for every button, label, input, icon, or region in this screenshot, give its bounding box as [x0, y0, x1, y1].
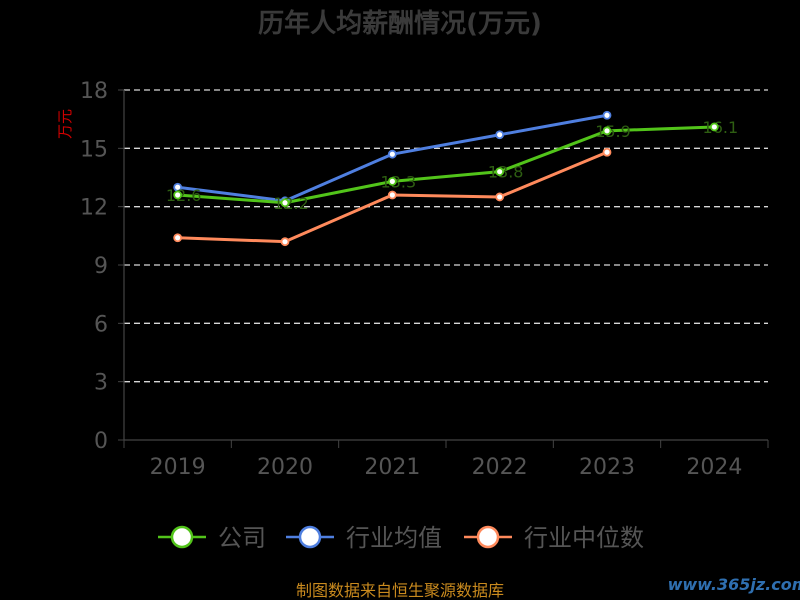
- legend-marker: [170, 525, 194, 549]
- y-axis-label: 万元: [56, 109, 74, 139]
- x-tick-label: 2019: [150, 455, 206, 480]
- data-point: [173, 233, 183, 243]
- grid-lines: [124, 89, 768, 383]
- x-tick-label: 2023: [579, 455, 635, 480]
- x-tick-label: 2020: [257, 455, 313, 480]
- y-tick-label: 9: [94, 254, 108, 279]
- y-tick-label: 3: [94, 371, 108, 396]
- watermark: www.365jz.com: [668, 575, 800, 594]
- y-tick-labels: 0 3 6 9 12 15 18: [80, 79, 108, 454]
- data-point: [602, 147, 612, 157]
- data-point: [280, 237, 290, 247]
- legend-label: 行业均值: [346, 524, 442, 552]
- series-line: [177, 125, 715, 205]
- legend: 公司 行业均值 行业中位数: [158, 524, 644, 552]
- data-point: [495, 130, 505, 140]
- x-tick-label: 2021: [364, 455, 420, 480]
- data-point: [495, 167, 505, 177]
- data-point: [495, 192, 505, 202]
- data-label: 13.8: [488, 163, 524, 182]
- y-tick-label: 15: [80, 137, 108, 162]
- data-label: 12.6: [166, 186, 202, 205]
- y-tick-label: 18: [80, 79, 108, 104]
- legend-label: 公司: [218, 524, 266, 552]
- data-point: [387, 190, 397, 200]
- data-label: 12.2: [273, 194, 309, 213]
- x-tick-labels: 2019 2020 2021 2022 2023 2024: [150, 455, 743, 480]
- axes: [118, 89, 769, 448]
- y-tick-label: 6: [94, 312, 108, 337]
- data-label: 16.1: [703, 118, 739, 137]
- data-point: [280, 198, 290, 208]
- data-label: 13.3: [381, 172, 417, 191]
- data-point: [602, 126, 612, 136]
- data-label: 15.9: [595, 122, 631, 141]
- legend-label: 行业中位数: [524, 524, 644, 552]
- data-source-note: 制图数据来自恒生聚源数据库: [296, 581, 504, 600]
- data-point: [602, 110, 612, 120]
- chart-title: 历年人均薪酬情况(万元): [258, 8, 542, 39]
- series-group: 12.6 12.2 13.3 13.8 15.9 16.1: [166, 110, 738, 247]
- series-0: 12.6 12.2 13.3 13.8 15.9 16.1: [166, 118, 738, 213]
- data-point: [387, 176, 397, 186]
- legend-marker: [476, 525, 500, 549]
- y-tick-label: 0: [94, 429, 108, 454]
- x-tick-label: 2024: [686, 455, 742, 480]
- series-2: [173, 147, 612, 247]
- y-tick-label: 12: [80, 196, 108, 221]
- data-point: [173, 190, 183, 200]
- data-point: [387, 149, 397, 159]
- x-tick-label: 2022: [472, 455, 528, 480]
- legend-marker: [298, 525, 322, 549]
- data-point: [709, 122, 719, 132]
